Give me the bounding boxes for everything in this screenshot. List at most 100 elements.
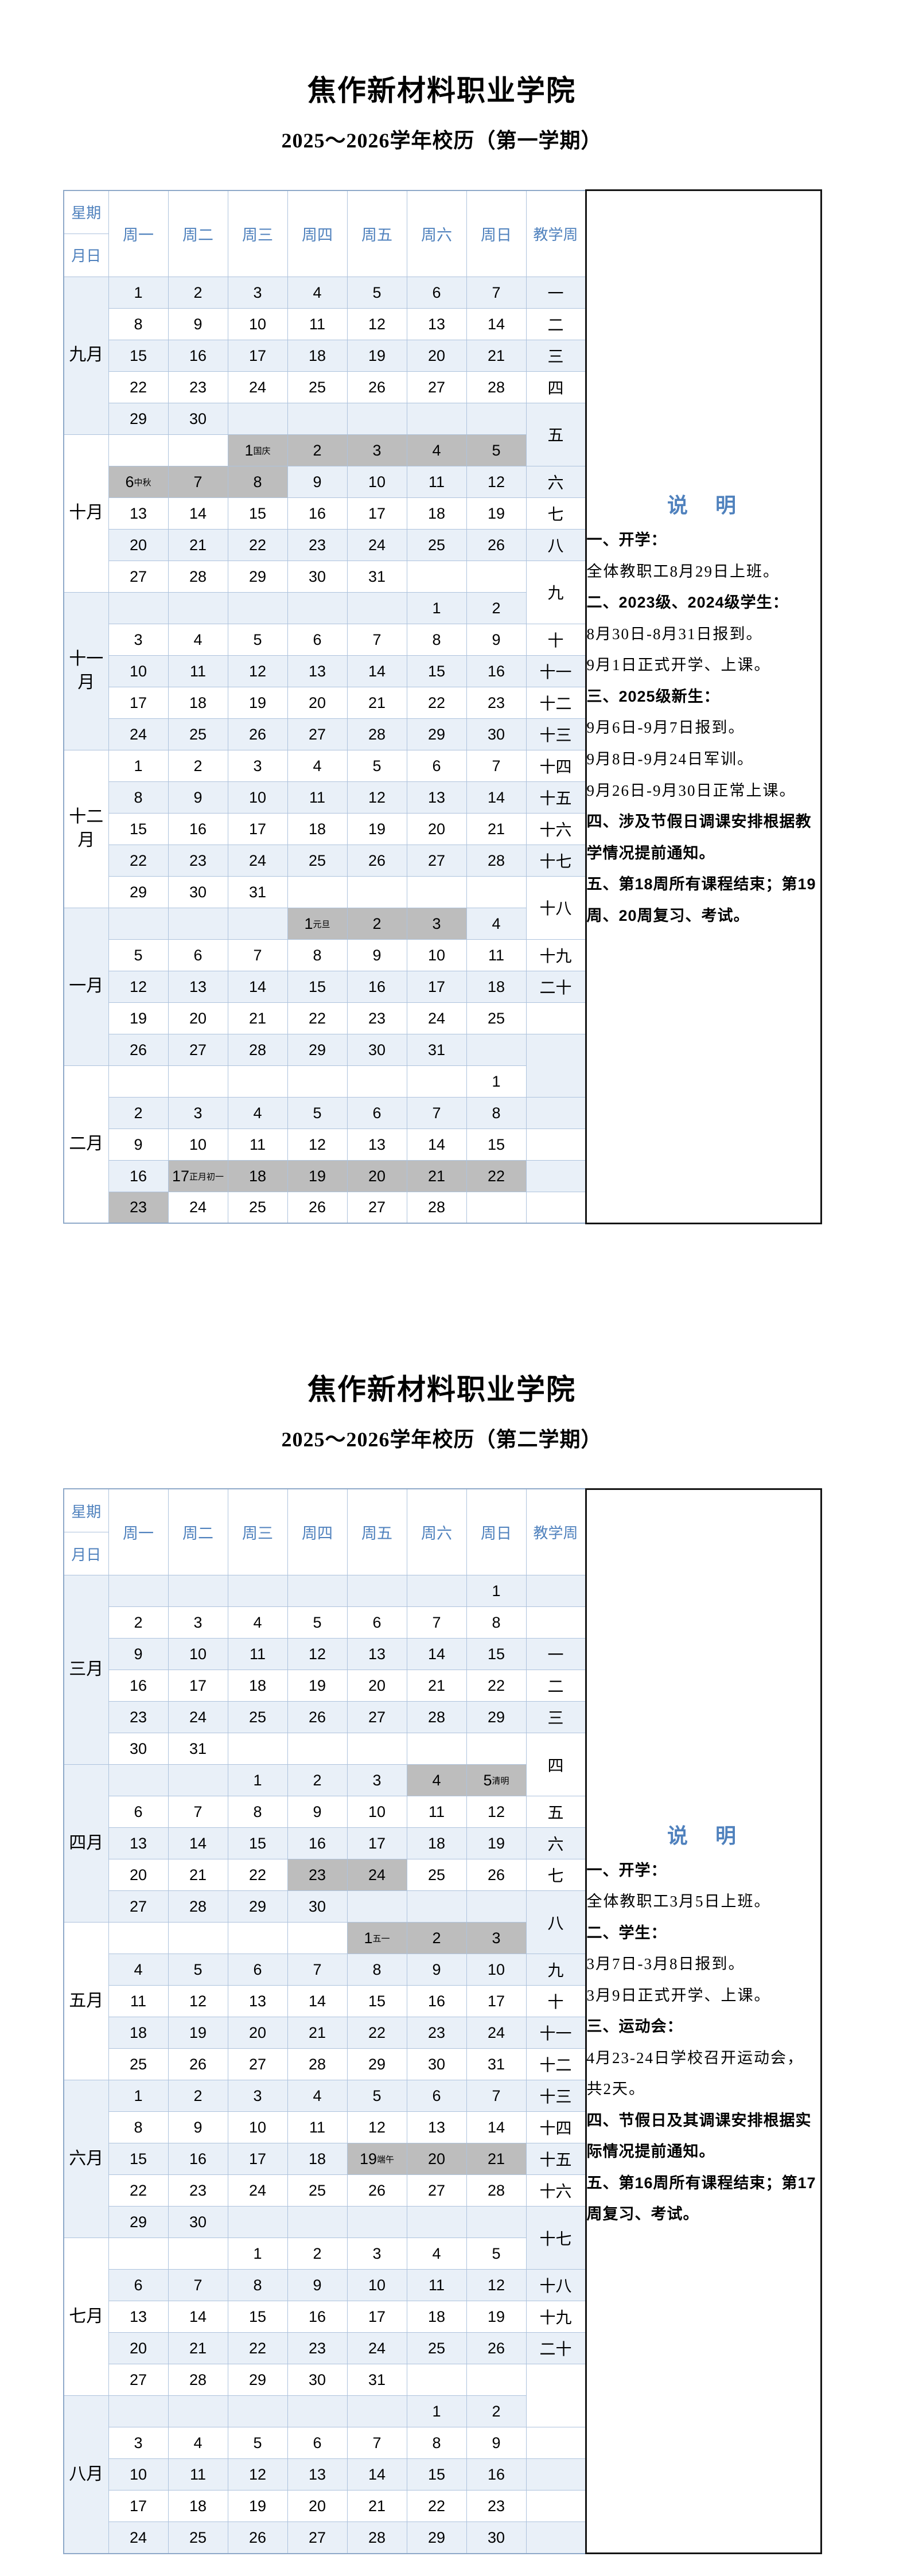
day-number: 29 [427, 2528, 446, 2546]
corner-label-date: 月日 [71, 248, 102, 264]
day-cell: 28 [466, 2174, 527, 2207]
day-cell: 6 [287, 623, 348, 656]
day-cell: 12 [466, 1796, 527, 1828]
day-number: 7 [313, 1961, 322, 1979]
day-cell: 10 [347, 2269, 407, 2301]
day-number: 19 [189, 2024, 207, 2042]
note-line: 3月9日正式开学、上课。 [586, 1986, 771, 2004]
day-cell: 6 [406, 276, 467, 309]
day-cell: 13 [347, 1128, 407, 1161]
day-number: 16 [308, 1835, 326, 1853]
empty-day-cell [287, 2206, 348, 2238]
day-number: 13 [427, 2119, 446, 2137]
weekday-header-2: 周二 [168, 1488, 228, 1575]
day-number: 9 [193, 315, 203, 333]
day-cell: 19 [347, 339, 407, 372]
calendar-row: 22 23 24 25 26 27 28 十六 [64, 2174, 821, 2207]
calendar-row: 22 23 24 25 26 27 28 四 [64, 371, 821, 403]
day-number: 5 [134, 946, 143, 964]
day-number: 7 [372, 631, 381, 648]
day-cell: 24 [227, 2174, 288, 2207]
teaching-week-cell: 二十 [525, 2332, 586, 2364]
day-cell: 1 [108, 276, 169, 309]
day-cell: 29 [108, 402, 169, 435]
day-number: 2 [193, 2087, 203, 2105]
day-cell: 31 [406, 1033, 467, 1066]
note-line: 全体教职工3月5日上班。 [586, 1893, 771, 1910]
day-number: 25 [248, 1198, 267, 1216]
day-number: 25 [308, 851, 326, 869]
day-number: 28 [248, 1041, 267, 1059]
day-cell: 28 [466, 844, 527, 877]
day-cell: 8 [108, 781, 169, 814]
day-cell: 24 [227, 371, 288, 403]
day-cell: 1 [406, 2395, 467, 2427]
corner-label-week: 星期 [64, 191, 108, 234]
day-cell: 23 [287, 528, 348, 561]
day-number: 8 [134, 315, 143, 333]
day-number: 1 [244, 441, 254, 459]
day-number: 29 [248, 1898, 267, 1916]
day-number: 21 [248, 1009, 267, 1027]
empty-day-cell [347, 1575, 407, 1607]
day-cell: 16 [108, 1159, 169, 1192]
teaching-week-cell: 十三 [525, 2080, 586, 2112]
calendar-row: 3 4 5 6 7 8 9 十 [64, 623, 821, 656]
day-number: 1 [134, 757, 143, 775]
day-number: 9 [193, 788, 203, 806]
day-number: 10 [248, 2119, 267, 2137]
day-cell: 8 [108, 2111, 169, 2143]
calendar-row: 17 18 19 20 21 22 23 十二 [64, 686, 821, 719]
teaching-week-cell: 四 [525, 1733, 586, 1796]
day-number: 7 [193, 473, 203, 491]
day-number: 4 [492, 915, 501, 932]
day-number: 24 [129, 725, 147, 743]
day-cell: 11 [287, 308, 348, 340]
day-cell: 11 [168, 655, 228, 687]
day-number: 2 [432, 1929, 441, 1947]
day-number: 18 [427, 504, 446, 522]
calendar-row: 3 4 5 6 7 8 9 [64, 2427, 821, 2459]
calendar-row: 16 17正月初一 18 19 20 21 22 [64, 1159, 821, 1192]
day-cell: 18 [168, 2490, 228, 2522]
day-number: 22 [487, 1167, 505, 1185]
day-cell: 30 [466, 718, 527, 750]
day-cell: 23 [287, 2332, 348, 2364]
teaching-week-cell [525, 1096, 586, 1129]
day-number: 2 [313, 441, 322, 459]
day-cell: 2 [287, 1764, 348, 1796]
empty-day-cell [347, 1890, 407, 1923]
day-number: 28 [189, 567, 207, 585]
calendar-row: 27 28 29 30 31 [64, 2364, 821, 2427]
day-cell: 30 [108, 1733, 169, 1765]
day-number: 23 [129, 1198, 147, 1216]
day-number: 27 [248, 2056, 267, 2073]
day-cell: 4 [227, 1096, 288, 1129]
day-number: 31 [427, 1041, 446, 1059]
day-number: 26 [248, 725, 267, 743]
day-number: 25 [427, 2340, 446, 2357]
weekday-header-1: 周一 [108, 1488, 169, 1575]
day-cell: 26 [466, 2332, 527, 2364]
day-cell: 17 [108, 686, 169, 719]
teaching-week-cell: 六 [525, 1827, 586, 1859]
day-number: 30 [427, 2056, 446, 2073]
teaching-week-cell: 十四 [525, 2111, 586, 2143]
day-cell: 22 [406, 2490, 467, 2522]
semester-1-section: 焦作新材料职业学院 2025～2026学年校历（第一学期） 星期 月日 周一 周二 周三… [63, 0, 822, 1224]
day-cell: 6 [227, 1954, 288, 1986]
day-number: 3 [134, 631, 143, 648]
day-number: 22 [248, 1866, 267, 1884]
day-number: 22 [427, 2497, 446, 2515]
teaching-week-cell: 十 [525, 1985, 586, 2017]
day-number: 11 [309, 788, 326, 806]
day-cell: 2 [168, 2080, 228, 2112]
day-number: 9 [492, 631, 501, 648]
day-cell: 13 [108, 2301, 169, 2333]
day-number: 24 [368, 2340, 386, 2357]
day-cell: 20 [108, 528, 169, 561]
day-cell: 9 [466, 2427, 527, 2459]
day-number: 3 [372, 1772, 381, 1789]
day-number: 6 [125, 473, 134, 491]
teaching-week-cell: 十七 [525, 2206, 586, 2270]
